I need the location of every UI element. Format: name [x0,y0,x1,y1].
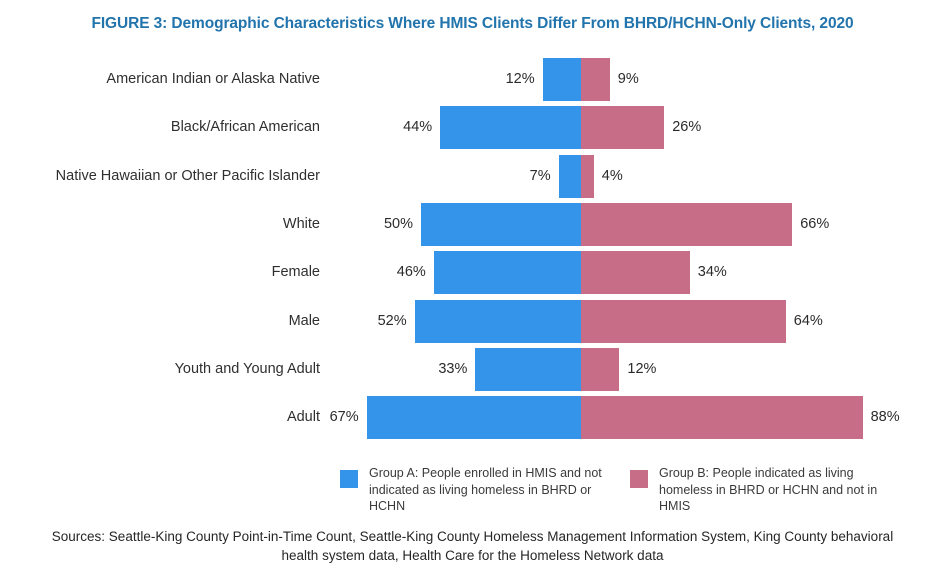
category-label: Black/African American [170,119,320,135]
category-label: Adult [286,409,320,425]
group-b-legend-label: Group B: People indicated as living home… [659,466,878,513]
group-b-bar [581,106,665,149]
legend-item-group-b: Group B: People indicated as living home… [630,465,877,515]
group-a-legend-label: Group A: People enrolled in HMIS and not… [369,466,602,513]
group-a-value-label: 33% [438,361,468,377]
group-b-bar [581,251,690,294]
group-a-value-label: 46% [396,264,426,280]
group-b-bar [581,396,863,439]
group-a-bar [475,348,581,391]
group-b-value-label: 26% [672,119,702,135]
group-a-bar [421,203,581,246]
group-b-value-label: 66% [800,216,830,232]
group-b-value-label: 9% [617,71,639,87]
group-b-value-label: 12% [627,361,657,377]
category-label: Male [288,313,320,329]
group-a-bar [366,396,581,439]
figure-title: FIGURE 3: Demographic Characteristics Wh… [91,15,854,32]
category-label: Youth and Young Adult [174,361,320,377]
group-a-value-label: 44% [403,119,433,135]
group-a-value-label: 12% [505,71,535,87]
legend-item-group-a: Group A: People enrolled in HMIS and not… [340,465,602,515]
group-b-bar [581,203,793,246]
group-a-value-label: 50% [383,216,413,232]
group-b-value-label: 4% [601,168,623,184]
category-label: Female [271,264,320,280]
group-b-bar [581,155,594,198]
group-b-bar [581,348,620,391]
group-b-value-label: 88% [870,409,900,425]
group-b-value-label: 64% [793,313,823,329]
group-a-bar [414,300,581,343]
group-b-value-label: 34% [697,264,727,280]
category-label: White [282,216,320,232]
group-a-value-label: 7% [529,168,551,184]
group-a-bar [558,155,581,198]
group-b-bar [581,300,786,343]
group-a-value-label: 52% [377,313,407,329]
sources-note: Sources: Seattle-King County Point-in-Ti… [51,529,894,563]
group-b-bar [581,58,610,101]
group-a-value-label: 67% [329,409,359,425]
category-label: American Indian or Alaska Native [106,71,320,87]
diverging-bar-chart: American Indian or Alaska Native 12% 9% Bla… [55,58,900,439]
group-a-swatch-icon [340,470,358,488]
group-b-swatch-icon [630,470,648,488]
category-label: Native Hawaiian or Other Pacific Islande… [55,168,320,184]
group-a-bar [440,106,581,149]
group-a-bar [433,251,581,294]
group-a-bar [542,58,581,101]
